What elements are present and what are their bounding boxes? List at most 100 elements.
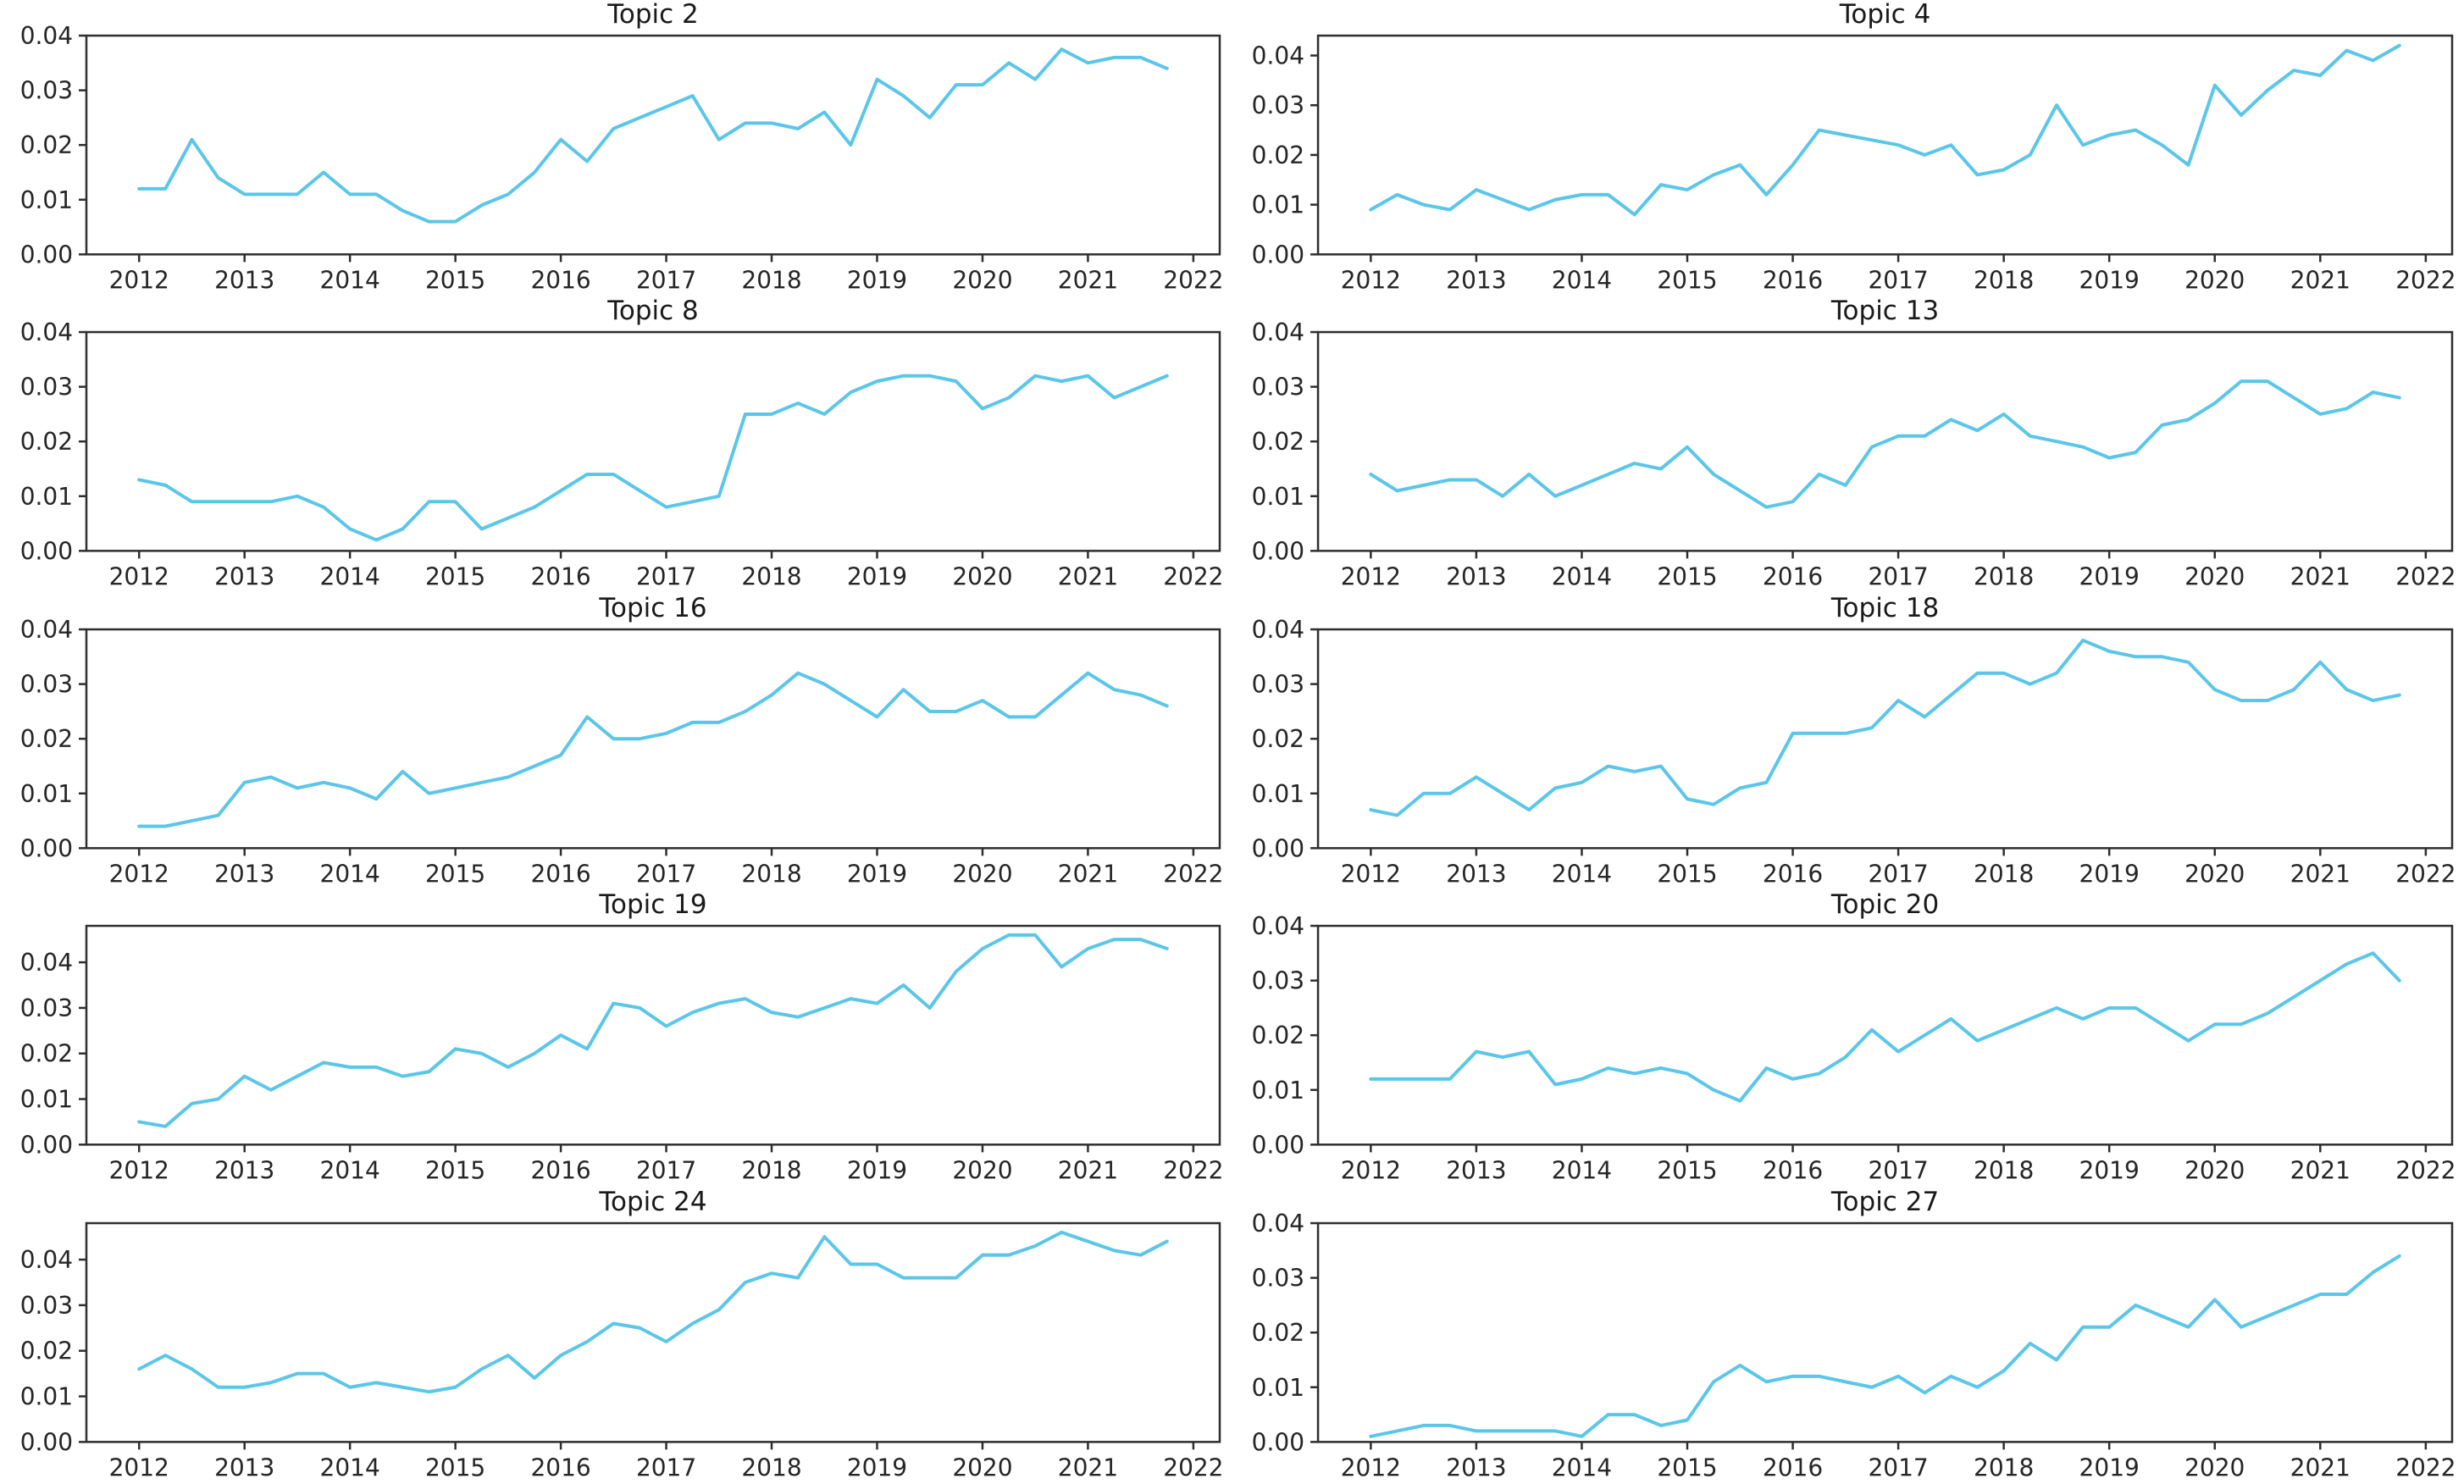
x-tick-label: 2015 <box>1657 1454 1717 1481</box>
chart-title: Topic 20 <box>1830 890 1939 920</box>
x-tick-label: 2013 <box>214 860 274 888</box>
data-line-topic-19 <box>137 933 1169 1129</box>
chart-canvas-topic-27: Topic 27 0.00 0.01 0.02 0.03 0.04 2012 2013 2014… <box>1252 1188 2456 1481</box>
chart-title: Topic 16 <box>598 594 706 623</box>
data-line-topic-24 <box>137 1230 1169 1393</box>
axes-frame <box>85 331 1221 552</box>
x-tick-label: 2016 <box>1763 266 1823 294</box>
x-tick-label: 2021 <box>2290 266 2350 294</box>
x-tick-label: 2019 <box>2079 563 2140 591</box>
x-tick-label: 2012 <box>109 860 169 888</box>
axes-frame <box>1316 628 2454 850</box>
y-tick-label: 0.03 <box>1252 967 1304 995</box>
x-tick-label: 2020 <box>2184 1454 2245 1481</box>
x-tick-label: 2018 <box>741 1454 801 1481</box>
y-tick-label: 0.02 <box>20 725 73 753</box>
y-tick-label: 0.03 <box>20 77 73 105</box>
x-tick-label: 2017 <box>636 860 696 888</box>
chart-title: Topic 24 <box>598 1188 706 1217</box>
y-tick-label: 0.04 <box>20 318 73 346</box>
chart-canvas-topic-20: Topic 20 0.00 0.01 0.02 0.03 0.04 2012 2013 2014… <box>1252 890 2456 1185</box>
x-tick-label: 2015 <box>425 860 485 888</box>
x-tick-label: 2015 <box>1657 860 1717 888</box>
x-tick-label: 2013 <box>214 563 274 591</box>
x-tick-label: 2017 <box>636 563 696 591</box>
y-tick-label: 0.01 <box>1252 191 1304 219</box>
x-tick-label: 2019 <box>847 1157 907 1185</box>
chart-canvas-topic-13: Topic 13 0.00 0.01 0.02 0.03 0.04 2012 2013 2014… <box>1252 296 2456 591</box>
x-tick-label: 2020 <box>952 563 1012 591</box>
chart-title: Topic 13 <box>1830 296 1939 326</box>
x-tick-label: 2015 <box>1657 266 1717 294</box>
x-tick-label: 2013 <box>214 1454 274 1481</box>
x-tick-label: 2015 <box>425 1157 485 1185</box>
x-tick-label: 2020 <box>2184 563 2245 591</box>
x-tick-label: 2013 <box>1446 563 1506 591</box>
x-tick-label: 2019 <box>2079 860 2140 888</box>
y-tick-label: 0.03 <box>1252 91 1304 119</box>
x-tick-label: 2015 <box>1657 563 1717 591</box>
x-tick-label: 2021 <box>1058 860 1118 888</box>
x-tick-label: 2020 <box>2184 1157 2245 1185</box>
x-tick-label: 2019 <box>847 266 907 294</box>
axes-frame <box>85 34 1221 256</box>
x-tick-label: 2013 <box>1446 860 1506 888</box>
subplot-topic-4: Topic 4 0.00 0.01 0.02 0.03 0.04 2012 2013 2014 2… <box>1232 0 2464 296</box>
y-tick-label: 0.04 <box>20 949 73 977</box>
x-tick-label: 2018 <box>741 1157 801 1185</box>
y-tick-label: 0.01 <box>1252 1077 1304 1105</box>
x-tick-label: 2016 <box>530 266 590 294</box>
x-tick-label: 2014 <box>320 860 380 888</box>
x-tick-label: 2016 <box>530 860 590 888</box>
y-tick-label: 0.01 <box>1252 1373 1304 1401</box>
data-line-topic-2 <box>137 47 1169 224</box>
subplot-topic-18: Topic 18 0.00 0.01 0.02 0.03 0.04 2012 2013 2014… <box>1232 594 2464 890</box>
y-tick-label: 0.00 <box>20 1428 73 1456</box>
x-tick-label: 2012 <box>1341 860 1401 888</box>
x-tick-label: 2021 <box>1058 1454 1118 1481</box>
x-tick-label: 2014 <box>320 1157 380 1185</box>
x-tick-label: 2014 <box>320 266 380 294</box>
chart-title: Topic 8 <box>606 296 698 326</box>
x-tick-label: 2018 <box>1974 1454 2034 1481</box>
data-line-topic-4 <box>1369 43 2401 217</box>
x-tick-label: 2016 <box>1763 563 1823 591</box>
y-tick-label: 0.03 <box>1252 670 1304 698</box>
y-tick-label: 0.04 <box>20 1246 73 1274</box>
x-tick-label: 2017 <box>636 1157 696 1185</box>
x-tick-label: 2017 <box>1868 563 1928 591</box>
y-tick-label: 0.01 <box>20 186 73 214</box>
x-tick-label: 2014 <box>320 563 380 591</box>
y-tick-label: 0.03 <box>1252 374 1304 401</box>
axes-frame <box>85 628 1221 850</box>
y-tick-label: 0.04 <box>1252 1210 1304 1238</box>
chart-title: Topic 27 <box>1830 1188 1939 1217</box>
x-tick-label: 2017 <box>1868 1157 1928 1185</box>
x-tick-label: 2012 <box>109 563 169 591</box>
x-tick-label: 2016 <box>1763 1157 1823 1185</box>
y-tick-label: 0.03 <box>1252 1264 1304 1292</box>
x-tick-label: 2019 <box>2079 1454 2140 1481</box>
x-tick-label: 2020 <box>952 1454 1012 1481</box>
y-tick-label: 0.00 <box>1252 241 1304 269</box>
subplot-topic-20: Topic 20 0.00 0.01 0.02 0.03 0.04 2012 2013 2014… <box>1232 890 2464 1187</box>
chart-canvas-topic-4: Topic 4 0.00 0.01 0.02 0.03 0.04 2012 2013 2014 2… <box>1252 0 2456 294</box>
y-tick-label: 0.03 <box>20 1291 73 1319</box>
data-line-topic-20 <box>1369 951 2401 1103</box>
x-tick-label: 2021 <box>1058 266 1118 294</box>
x-tick-label: 2012 <box>109 1157 169 1185</box>
subplot-topic-13: Topic 13 0.00 0.01 0.02 0.03 0.04 2012 2013 2014… <box>1232 296 2464 593</box>
chart-canvas-topic-19: Topic 19 0.00 0.01 0.02 0.03 0.04 2012 2013 2014… <box>20 890 1224 1185</box>
chart-title: Topic 19 <box>598 890 706 920</box>
x-tick-label: 2013 <box>1446 266 1506 294</box>
subplot-topic-19: Topic 19 0.00 0.01 0.02 0.03 0.04 2012 2013 2014… <box>0 890 1232 1187</box>
y-tick-label: 0.00 <box>1252 834 1304 862</box>
x-tick-label: 2020 <box>952 1157 1012 1185</box>
axes-frame <box>1316 331 2454 552</box>
x-tick-label: 2012 <box>1341 266 1401 294</box>
chart-title: Topic 4 <box>1839 0 1931 30</box>
y-tick-label: 0.04 <box>1252 912 1304 940</box>
x-tick-label: 2022 <box>2395 266 2456 294</box>
x-tick-label: 2012 <box>1341 1454 1401 1481</box>
